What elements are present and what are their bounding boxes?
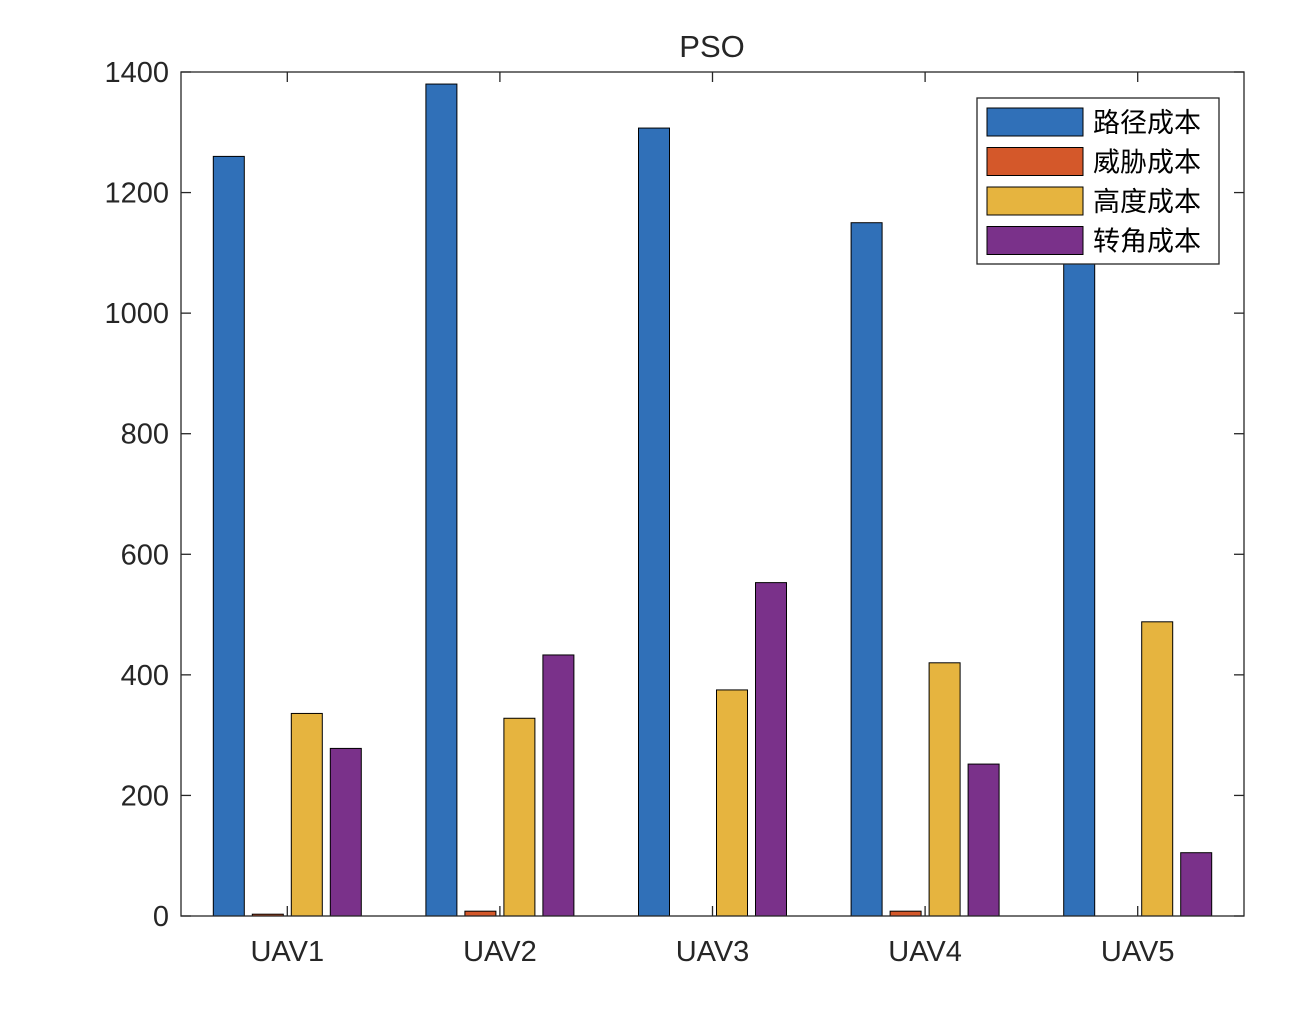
chart-title: PSO [679,29,744,64]
bar-uav3-series-3 [716,689,748,917]
y-tick-label: 1400 [104,57,169,89]
bars-layer [212,83,1213,917]
bar-uav4-series-4 [967,763,1000,917]
x-tick-label-uav2: UAV2 [463,936,537,968]
bar-uav1-series-4 [329,747,362,917]
y-tick-label: 0 [153,901,169,933]
x-tick-label-uav4: UAV4 [888,936,962,968]
bar-uav2-series-4 [542,654,575,917]
legend-swatch-3 [986,186,1084,216]
bar-uav4-series-1 [850,222,883,917]
x-tick-label-uav5: UAV5 [1101,936,1175,968]
legend-label-4: 转角成本 [1093,227,1201,258]
y-tick-label: 1200 [104,178,169,210]
bar-uav3-series-4 [755,582,787,917]
legend-label-2: 威胁成本 [1093,148,1201,179]
x-tick-label-uav1: UAV1 [250,936,324,968]
bar-uav2-series-1 [425,83,458,917]
legend-swatch-1 [986,107,1084,137]
legend-swatch-2 [986,147,1084,176]
ticks-layer: 0 200 400 600 800 1000 1200 1400 UAV1 UAV2 UAV3 UAV… [104,57,1244,968]
x-tick-label-uav3: UAV3 [676,936,750,968]
legend-label-3: 高度成本 [1093,187,1201,218]
bar-uav4-series-2 [889,910,922,917]
legend-swatch-4 [986,226,1084,255]
y-tick-label: 600 [121,539,169,571]
y-tick-label: 800 [121,419,169,451]
bar-uav2-series-2 [464,910,497,917]
bar-uav3-series-1 [638,127,670,917]
bar-uav1-series-3 [290,712,323,917]
bar-uav5-series-3 [1141,621,1174,917]
y-tick-label: 1000 [104,298,169,330]
bar-uav1-series-1 [212,155,245,917]
y-tick-label: 200 [121,780,169,812]
bar-uav4-series-3 [928,662,961,917]
bar-uav5-series-4 [1180,852,1213,917]
bar-uav5-series-1 [1063,252,1096,917]
legend-label-1: 路径成本 [1093,108,1201,139]
y-tick-label: 400 [121,660,169,692]
bar-uav2-series-3 [503,717,536,917]
